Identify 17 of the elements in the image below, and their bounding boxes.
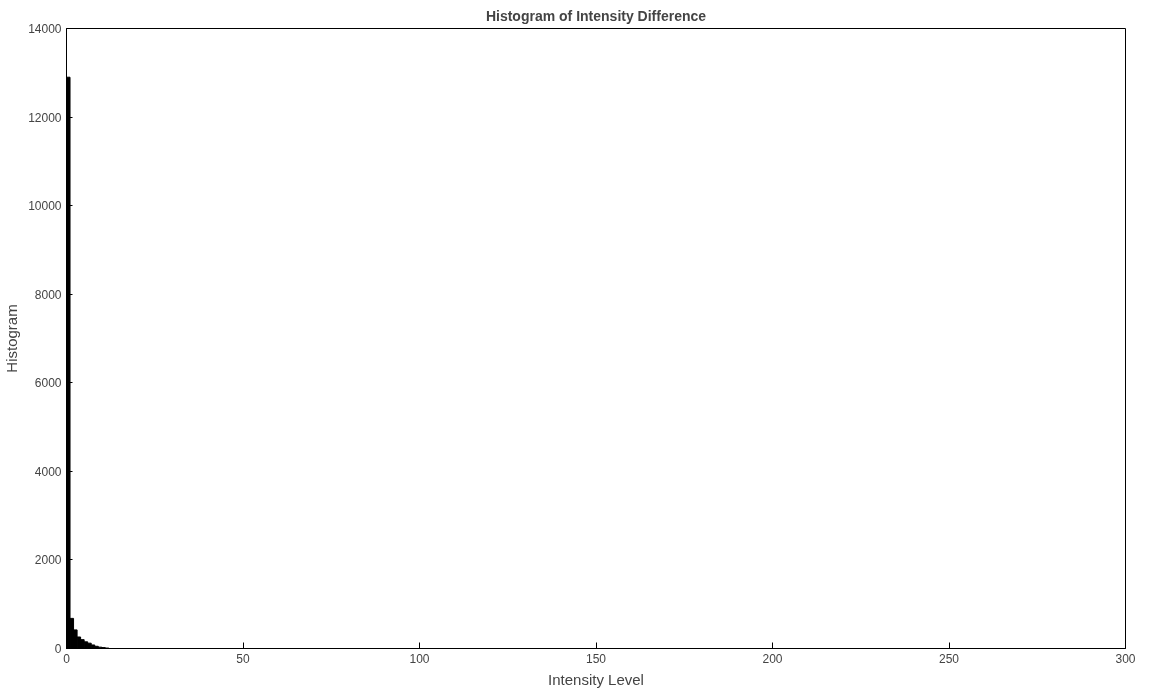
y-tick-label: 4000 — [34, 464, 62, 479]
y-axis-title: Histogram — [3, 304, 21, 373]
y-tick-label: 6000 — [34, 376, 62, 391]
x-tick-label: 50 — [236, 651, 250, 666]
y-tick-label: 12000 — [28, 110, 62, 125]
y-tick-label: 2000 — [34, 553, 62, 568]
x-tick-label: 300 — [1115, 651, 1136, 666]
chart-title: Histogram of Intensity Difference — [485, 7, 707, 24]
y-tick-label: 8000 — [34, 287, 62, 302]
x-axis-title: Intensity Level — [548, 670, 644, 688]
y-tick-label: 10000 — [28, 199, 62, 214]
y-tick-label: 0 — [54, 642, 62, 656]
y-tick-label: 14000 — [28, 22, 62, 36]
x-tick-label: 200 — [762, 651, 783, 666]
x-tick-label: 250 — [938, 651, 960, 666]
x-tick-label: 100 — [409, 651, 430, 666]
x-tick-label: 150 — [585, 651, 607, 666]
